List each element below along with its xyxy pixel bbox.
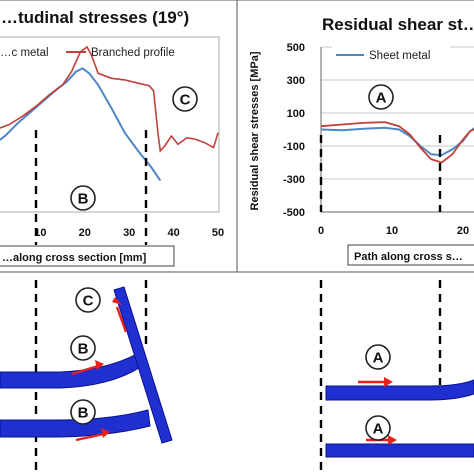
right-ylabel: Residual shear stresses [MPa] [249, 51, 261, 210]
left-xtick-label: 40 [167, 227, 179, 239]
right-ytick-label: 300 [287, 75, 305, 87]
branch-web [113, 286, 173, 444]
right-profile-diagram: A A [325, 344, 474, 458]
diagram-a-circle-2 [365, 415, 391, 441]
arrow-a-upper-head [384, 377, 393, 387]
arrow-b-lower [75, 432, 105, 442]
left-series-branched-profile-line [0, 45, 219, 153]
right-lower-sheet [325, 443, 474, 458]
arrow-c [115, 306, 128, 333]
right-ytick-label: -300 [283, 174, 305, 186]
diagram-b-circle-2 [70, 399, 96, 425]
right-chart-title: Residual shear st… [322, 15, 474, 34]
left-marker-c-circle [172, 86, 198, 112]
right-xtick-label: 0 [318, 225, 324, 237]
right-xtick-label: 10 [386, 225, 398, 237]
diagram-a-letter-1: A [373, 350, 384, 367]
arrow-a-lower-head [388, 435, 397, 445]
right-xtick-label: 20 [457, 225, 469, 237]
diagram-a-circle-1 [365, 344, 391, 370]
right-panel-frame [236, 0, 474, 273]
right-chart: Residual shear stresses [MPa] 500300100-… [249, 42, 474, 266]
left-legend-branched-label: Branched profile [91, 47, 175, 59]
left-xtick-label: 30 [123, 227, 135, 239]
right-ytick-label: -100 [283, 141, 305, 153]
diagram-c-circle [75, 287, 101, 313]
left-xtick-label: 50 [212, 227, 224, 239]
left-xtick-label: 20 [79, 227, 91, 239]
right-xlabel-box [347, 244, 474, 266]
upper-bent-sheet [0, 351, 146, 389]
arrow-c-head [112, 297, 122, 305]
left-marker-c: C [180, 92, 191, 109]
right-series-sheet-metal-line [320, 126, 474, 157]
arrow-b-lower-head [101, 428, 110, 438]
left-profile-diagram: C B B [0, 286, 173, 444]
left-legend-sheet-metal-label: …c metal [0, 47, 49, 59]
right-upper-sheet [325, 379, 474, 401]
right-ytick-label: 500 [287, 42, 305, 54]
diagram-b-circle-1 [70, 335, 96, 361]
left-marker-b: B [78, 191, 89, 208]
left-plot-area [0, 36, 220, 213]
left-chart: 10 20 30 40 50 …c metal Branched profile C B… [0, 36, 224, 267]
arrow-b-upper [71, 364, 99, 376]
dashed-guides [34, 130, 442, 474]
right-series-branched-profile-line [320, 121, 474, 164]
right-ytick-label: 100 [287, 108, 305, 120]
left-xlabel: …along cross section [mm] [2, 252, 147, 264]
right-legend-box [332, 45, 450, 65]
arrow-b-upper-head [95, 360, 104, 370]
diagram-a-letter-2: A [373, 421, 384, 438]
right-marker-a: A [376, 90, 387, 107]
left-chart-title: …tudinal stresses (19°) [1, 8, 189, 27]
left-marker-b-circle [70, 185, 96, 211]
right-ytick-label: -500 [283, 207, 305, 219]
diagram-b-letter-1: B [78, 341, 89, 358]
right-legend-sheet-metal-label: Sheet metal [369, 50, 430, 62]
right-marker-a-circle [368, 84, 394, 110]
left-xtick-label: 10 [34, 227, 46, 239]
left-xlabel-box [0, 245, 175, 267]
diagram-c-letter: C [83, 293, 94, 310]
left-series-sheet-metal-line [0, 67, 162, 182]
diagram-b-letter-2: B [78, 405, 89, 422]
right-xlabel: Path along cross s… [354, 251, 463, 263]
